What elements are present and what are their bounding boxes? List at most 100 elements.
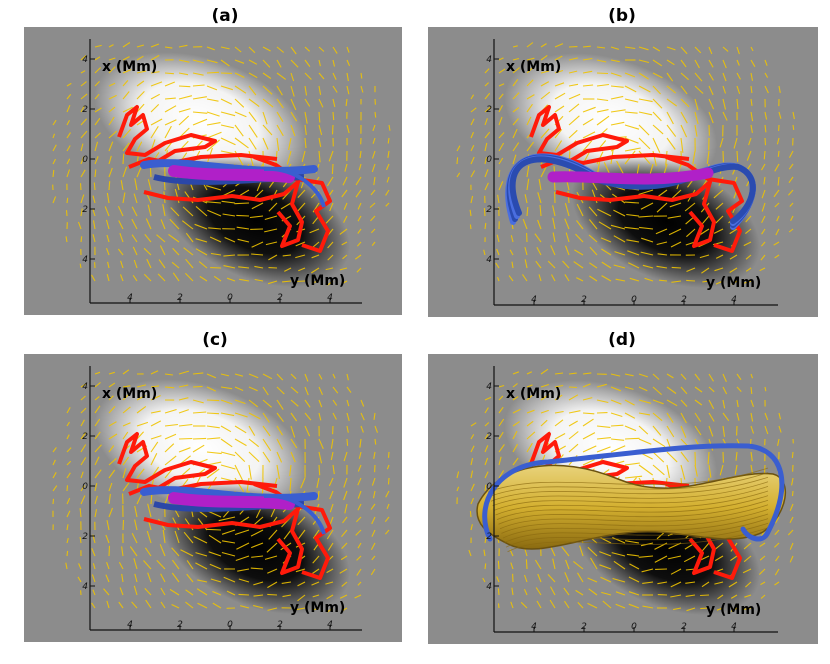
field-vector (656, 202, 668, 213)
field-vector (554, 55, 563, 61)
field-vector (150, 43, 160, 48)
field-vector (512, 443, 518, 453)
field-vector (498, 83, 505, 87)
field-vector (234, 438, 247, 447)
field-vector (66, 120, 70, 126)
field-vector (192, 411, 207, 414)
field-vector (470, 131, 475, 139)
field-vector (550, 245, 556, 256)
field-vector (331, 163, 334, 175)
field-vector (596, 46, 606, 49)
field-vector (596, 115, 610, 126)
field-vector (526, 431, 536, 440)
field-vector (248, 386, 258, 392)
field-vector (122, 192, 126, 204)
field-vector (512, 430, 518, 440)
field-vector (526, 79, 534, 87)
field-vector (251, 555, 264, 558)
field-vector (178, 85, 191, 88)
field-vector (254, 278, 264, 282)
field-vector (652, 46, 661, 52)
field-vector (638, 137, 651, 150)
field-vector (694, 98, 699, 111)
field-vector (716, 607, 724, 611)
field-vector (251, 542, 264, 549)
field-vector (122, 406, 131, 414)
field-vector (52, 447, 57, 453)
field-vector (774, 568, 780, 576)
field-vector (722, 373, 727, 383)
field-vector (628, 591, 640, 596)
field-vector (736, 386, 742, 392)
field-vector (318, 46, 325, 52)
panel-label-c: (c) (202, 330, 228, 350)
field-vector (304, 425, 311, 437)
horizontal-tick-label: 2 (177, 293, 183, 303)
field-vector (134, 505, 138, 518)
field-vector (66, 104, 71, 113)
field-vector (582, 84, 594, 87)
field-vector (708, 85, 714, 96)
field-vector (206, 412, 220, 415)
field-vector (236, 542, 250, 550)
field-vector (248, 464, 252, 480)
y-axis-label: y (Mm) (706, 602, 761, 618)
field-vector (106, 520, 110, 531)
field-vector (357, 215, 362, 222)
simulation-image: 4 2 0 2 4 4 2 0 2 4 x (Mm) y (Mm) (24, 354, 402, 642)
field-vector (652, 451, 665, 463)
field-vector (596, 59, 607, 63)
field-vector (573, 261, 584, 269)
field-vector (615, 603, 626, 609)
field-vector (181, 220, 194, 230)
field-vector (199, 275, 208, 282)
field-vector (774, 542, 780, 548)
field-vector (171, 261, 180, 269)
field-vector (160, 601, 166, 609)
vertical-tick-label: 4 (486, 582, 492, 592)
vertical-tick-label: 4 (486, 382, 492, 392)
field-vector (745, 267, 752, 272)
field-vector (587, 602, 598, 609)
field-vector (497, 194, 500, 204)
field-vector (183, 247, 194, 256)
field-vector (66, 524, 69, 531)
field-vector (296, 280, 306, 283)
field-vector (355, 176, 362, 186)
flux-rope-strand (495, 490, 769, 516)
field-vector (234, 451, 246, 462)
field-vector (94, 495, 98, 505)
field-vector (318, 386, 324, 396)
field-vector (309, 228, 320, 234)
field-vector (601, 275, 612, 282)
field-vector (777, 438, 780, 446)
field-vector (206, 98, 219, 102)
field-vector (498, 157, 504, 165)
field-vector (750, 451, 753, 462)
field-vector (745, 254, 752, 260)
field-vector (318, 373, 323, 380)
field-vector (537, 573, 542, 583)
field-vector (144, 233, 152, 243)
field-vector (626, 213, 640, 217)
flux-rope (140, 159, 326, 208)
field-vector (108, 130, 118, 139)
field-vector (195, 562, 208, 570)
field-vector (638, 555, 654, 558)
field-vector (652, 111, 662, 122)
field-vector (788, 228, 794, 233)
field-vector (652, 72, 663, 79)
field-vector (264, 215, 278, 221)
field-vector (290, 124, 296, 137)
field-vector (498, 169, 501, 178)
field-vector (789, 542, 794, 550)
current-contour (143, 180, 304, 248)
field-vector (629, 277, 640, 282)
field-vector (498, 431, 504, 440)
field-vector (764, 386, 767, 392)
field-vector (136, 70, 147, 74)
field-vector (526, 178, 530, 191)
field-vector (510, 235, 514, 243)
field-vector (220, 98, 233, 105)
field-vector (714, 555, 724, 562)
